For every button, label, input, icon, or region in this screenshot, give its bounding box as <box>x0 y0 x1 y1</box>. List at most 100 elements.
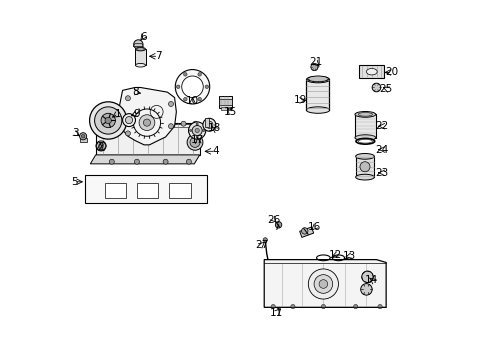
Ellipse shape <box>355 174 373 180</box>
Text: 11: 11 <box>269 308 283 318</box>
Circle shape <box>196 136 198 138</box>
Bar <box>169 183 190 198</box>
Circle shape <box>143 119 150 126</box>
Circle shape <box>196 123 198 125</box>
Circle shape <box>99 143 103 148</box>
Circle shape <box>101 113 115 128</box>
Bar <box>104 183 126 198</box>
Circle shape <box>125 96 130 101</box>
Circle shape <box>96 141 106 151</box>
Bar <box>354 114 375 138</box>
Circle shape <box>319 280 327 288</box>
Bar <box>85 175 206 203</box>
Text: 21: 21 <box>308 57 322 67</box>
Bar <box>305 80 329 110</box>
Circle shape <box>313 275 332 293</box>
Circle shape <box>181 121 185 126</box>
Circle shape <box>109 159 114 164</box>
Circle shape <box>361 271 372 283</box>
Text: 23: 23 <box>374 168 387 178</box>
Circle shape <box>80 133 86 140</box>
Ellipse shape <box>357 113 372 116</box>
Circle shape <box>192 121 198 126</box>
Polygon shape <box>90 155 199 164</box>
Circle shape <box>198 73 201 76</box>
Circle shape <box>353 305 357 309</box>
Ellipse shape <box>354 135 375 140</box>
Ellipse shape <box>135 63 145 67</box>
Bar <box>221 107 229 110</box>
Circle shape <box>188 122 205 139</box>
Circle shape <box>198 98 201 101</box>
Ellipse shape <box>135 47 145 51</box>
Circle shape <box>360 284 371 295</box>
Bar <box>218 96 232 108</box>
Circle shape <box>321 305 325 309</box>
Circle shape <box>176 85 180 89</box>
Circle shape <box>175 69 209 104</box>
Circle shape <box>270 305 275 309</box>
Circle shape <box>190 137 200 147</box>
Circle shape <box>89 102 126 139</box>
Ellipse shape <box>355 153 373 159</box>
Text: 6: 6 <box>140 32 146 41</box>
Circle shape <box>183 73 187 76</box>
Polygon shape <box>80 138 86 141</box>
Circle shape <box>290 305 294 309</box>
Text: 22: 22 <box>374 121 387 131</box>
Bar <box>219 99 231 105</box>
Circle shape <box>134 159 139 164</box>
Circle shape <box>183 98 187 101</box>
Circle shape <box>161 121 166 126</box>
Bar <box>135 49 145 65</box>
Circle shape <box>163 159 168 164</box>
Polygon shape <box>264 260 386 307</box>
Circle shape <box>125 117 132 124</box>
Text: 20: 20 <box>385 67 398 77</box>
Circle shape <box>263 238 267 242</box>
Text: 26: 26 <box>267 215 280 225</box>
Circle shape <box>308 269 338 299</box>
Circle shape <box>195 129 199 133</box>
Circle shape <box>377 305 382 309</box>
Circle shape <box>122 121 126 126</box>
Circle shape <box>186 159 191 164</box>
Circle shape <box>94 107 122 134</box>
Text: 15: 15 <box>224 107 237 117</box>
Text: 4: 4 <box>212 146 219 156</box>
Text: 9: 9 <box>133 109 139 119</box>
Text: 10: 10 <box>185 96 199 106</box>
Ellipse shape <box>307 76 328 82</box>
Circle shape <box>359 162 369 172</box>
Ellipse shape <box>306 107 329 113</box>
Circle shape <box>187 134 203 150</box>
Circle shape <box>192 126 202 135</box>
Circle shape <box>205 121 212 129</box>
Text: 13: 13 <box>342 251 355 261</box>
Bar <box>299 227 313 237</box>
Ellipse shape <box>366 68 376 75</box>
Circle shape <box>275 222 281 228</box>
Bar <box>204 118 209 127</box>
Circle shape <box>182 76 203 98</box>
Text: 5: 5 <box>71 177 77 187</box>
Circle shape <box>189 130 191 132</box>
Text: 12: 12 <box>328 250 341 260</box>
Text: 25: 25 <box>379 84 392 94</box>
Circle shape <box>142 121 146 126</box>
Circle shape <box>105 117 111 124</box>
Circle shape <box>204 85 208 89</box>
Text: 1: 1 <box>115 109 122 119</box>
Text: 18: 18 <box>207 123 220 133</box>
Circle shape <box>81 134 85 138</box>
Text: 16: 16 <box>307 222 321 232</box>
Text: 19: 19 <box>293 95 306 105</box>
Ellipse shape <box>136 48 144 50</box>
Bar <box>137 183 158 198</box>
Circle shape <box>133 40 142 49</box>
Polygon shape <box>133 44 143 46</box>
Polygon shape <box>96 123 199 155</box>
Circle shape <box>139 115 155 131</box>
Circle shape <box>168 124 173 129</box>
Circle shape <box>202 130 204 132</box>
